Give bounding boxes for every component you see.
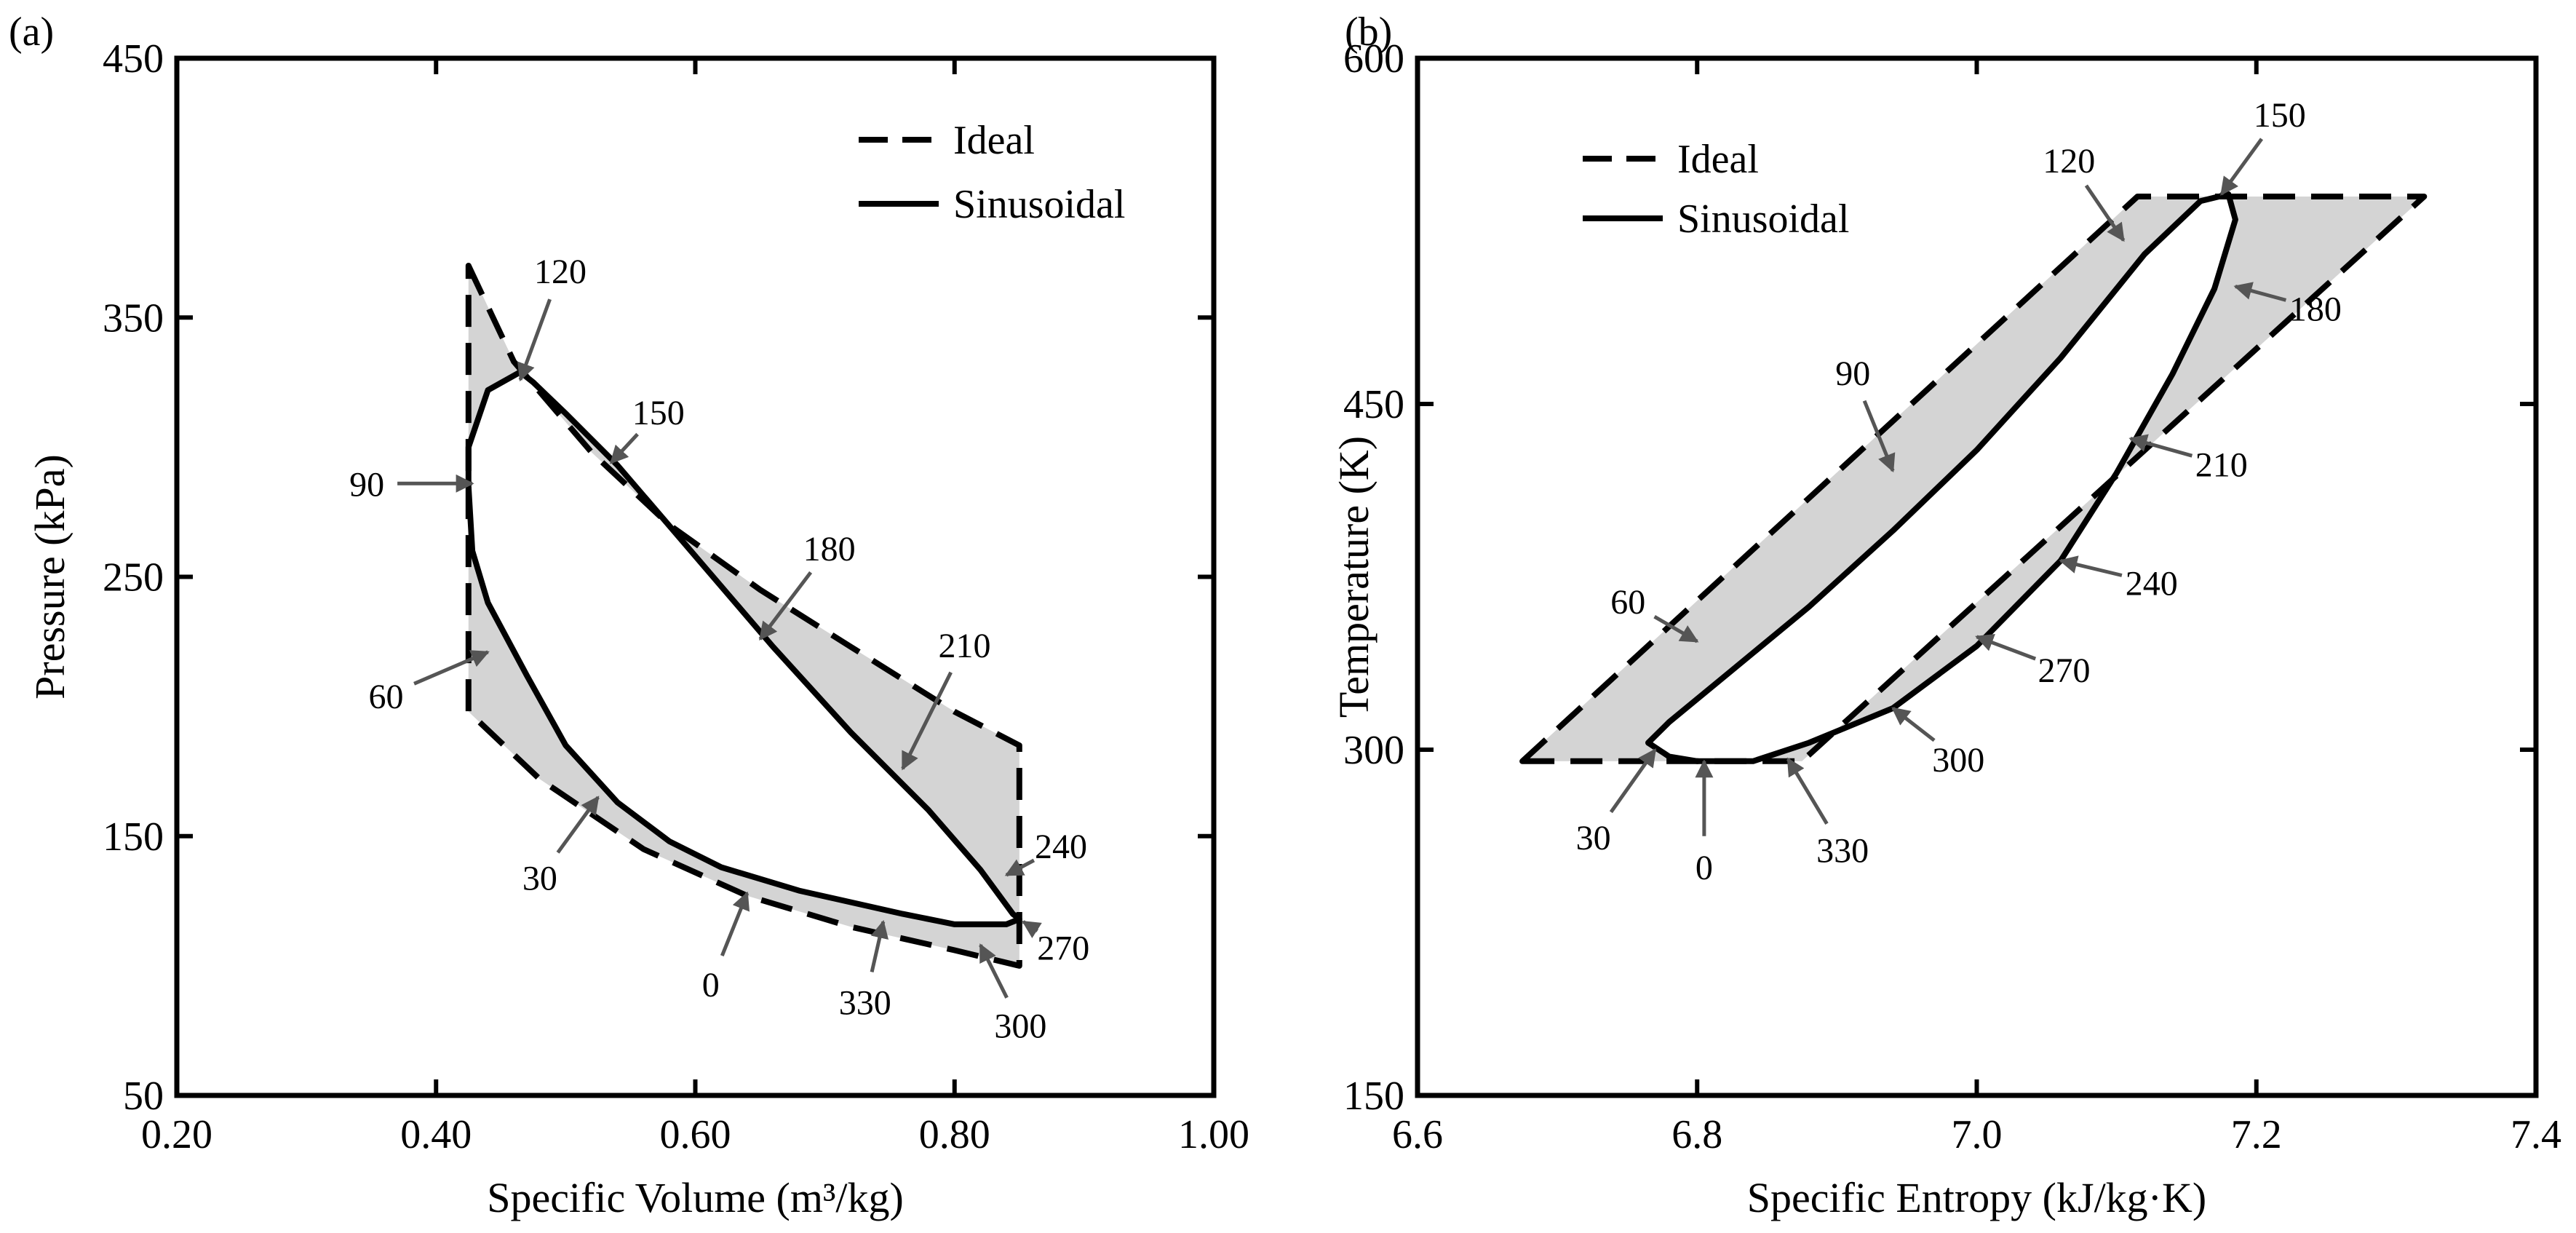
annotation-label: 0	[702, 966, 720, 1004]
x-axis-label: Specific Entropy (kJ/kg·K)	[1747, 1174, 2206, 1221]
annotation-arrow	[870, 919, 889, 972]
annotation-arrow	[758, 571, 813, 641]
annotation-label: 270	[2038, 651, 2091, 690]
area-between-cycles	[1522, 194, 2425, 761]
y-tick-label: 450	[1343, 382, 1404, 427]
legend-label-ideal: Ideal	[953, 118, 1035, 163]
y-axis-label: Pressure (kPa)	[26, 454, 73, 699]
annotation-label: 240	[2126, 564, 2178, 603]
annotation-label: 150	[632, 394, 685, 432]
annotation-arrow	[2084, 184, 2126, 242]
x-tick-label: 7.0	[1952, 1112, 2003, 1157]
y-tick-label: 250	[103, 555, 164, 600]
y-axis-label: Temperature (K)	[1330, 436, 1378, 718]
y-tick-label: 50	[123, 1074, 164, 1119]
annotation-arrow	[1862, 400, 1896, 473]
series-ideal-line	[1519, 194, 2428, 764]
legend-label-sinusoidal: Sinusoidal	[953, 182, 1125, 227]
annotation-label: 210	[939, 627, 991, 665]
annotation-arrow	[1891, 707, 1936, 742]
legend-label-sinusoidal: Sinusoidal	[1677, 197, 1849, 242]
x-tick-label: 0.20	[141, 1112, 212, 1157]
x-tick-label: 0.80	[919, 1112, 990, 1157]
series-sinusoidal-line	[465, 369, 1022, 927]
annotation-label: 240	[1035, 828, 1087, 866]
annotation-label: 150	[2254, 96, 2306, 135]
x-tick-label: 7.4	[2511, 1112, 2561, 1157]
y-tick-label: 450	[103, 36, 164, 82]
x-tick-label: 6.8	[1671, 1112, 1722, 1157]
annotation-arrow	[901, 671, 953, 771]
annotation-label: 120	[2043, 142, 2095, 181]
annotation-label: 180	[2289, 290, 2342, 329]
x-tick-label: 1.00	[1178, 1112, 1249, 1157]
legend-label-ideal: Ideal	[1677, 137, 1759, 182]
annotation-label: 0	[1696, 849, 1713, 887]
annotation-label: 120	[534, 253, 587, 291]
annotation-label: 300	[1932, 741, 1984, 780]
y-tick-label: 600	[1343, 36, 1404, 82]
annotation-arrow	[2233, 282, 2287, 302]
annotation-arrow	[1975, 634, 2037, 661]
y-tick-label: 300	[1343, 728, 1404, 773]
annotation-arrow	[1004, 858, 1035, 877]
annotation-arrow	[413, 650, 490, 686]
annotation-arrow	[1653, 615, 1699, 643]
panel-a: 0.20 0.40 0.60 0.80 1.00 50 150 250 350 450 Specif…	[9, 9, 1249, 1221]
annotation-arrow	[1786, 757, 1829, 825]
annotation-label: 60	[1610, 583, 1645, 622]
annotation-label: 330	[1816, 832, 1869, 871]
annotation-label: 30	[1576, 819, 1611, 857]
annotation-arrow	[720, 891, 750, 957]
annotation-label: 300	[994, 1007, 1046, 1045]
series-sinusoidal-line	[1645, 191, 2238, 764]
annotation-label: 90	[349, 465, 384, 504]
annotation-label: 210	[2195, 446, 2248, 485]
annotation-label: 90	[1835, 354, 1870, 393]
x-tick-label: 0.40	[400, 1112, 472, 1157]
annotation-label: 270	[1037, 929, 1089, 967]
x-axis-label: Specific Volume (m³/kg)	[487, 1174, 904, 1221]
annotation-arrow	[556, 796, 600, 854]
annotation-arrow	[1022, 920, 1042, 938]
panel-label: (b)	[1345, 9, 1392, 55]
x-tick-label: 0.60	[660, 1112, 731, 1157]
annotation-arrow	[1609, 748, 1657, 814]
annotation-arrow	[979, 943, 1009, 999]
y-tick-label: 350	[103, 296, 164, 341]
x-tick-label: 6.6	[1392, 1112, 1443, 1157]
annotation-label: 60	[369, 678, 404, 716]
annotation-arrow	[2128, 434, 2193, 458]
annotation-label: 180	[803, 530, 856, 568]
annotation-arrow	[609, 432, 639, 464]
y-tick-label: 150	[1343, 1074, 1404, 1119]
y-tick-label: 150	[103, 814, 164, 860]
annotation-arrow	[2219, 138, 2264, 196]
panel-label: (a)	[9, 9, 54, 55]
annotation-arrow	[517, 298, 552, 382]
annotation-label: 30	[522, 859, 557, 897]
annotation-arrow	[2059, 555, 2123, 577]
annotation-label: 330	[839, 983, 891, 1022]
x-tick-label: 7.2	[2231, 1112, 2282, 1157]
